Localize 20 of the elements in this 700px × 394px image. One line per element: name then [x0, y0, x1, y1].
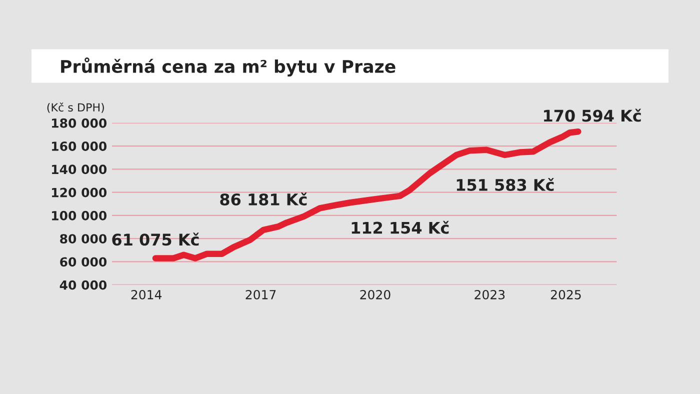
- y-tick-label: 60 000: [60, 257, 107, 267]
- x-tick-label: 2025: [550, 290, 581, 300]
- y-tick-label: 40 000: [60, 280, 107, 290]
- x-tick-label: 2014: [131, 290, 162, 300]
- annotation: 170 594 Kč: [544, 108, 641, 122]
- annotation: 112 154 Kč: [352, 220, 449, 234]
- annotation: 86 181 Kč: [220, 192, 307, 206]
- x-tick-label: 2020: [360, 290, 390, 300]
- chart-title: Průměrná cena za m² bytu v Praze: [61, 57, 396, 76]
- y-axis-title: (Kč s DPH): [47, 102, 104, 113]
- y-tick-label: 120 000: [52, 188, 107, 198]
- y-tick-label: 80 000: [60, 234, 107, 244]
- annotation: 61 075 Kč: [112, 232, 199, 246]
- y-tick-label: 180 000: [52, 118, 107, 128]
- x-tick-label: 2023: [474, 290, 505, 300]
- annotation: 151 583 Kč: [456, 178, 554, 191]
- y-tick-label: 100 000: [52, 210, 107, 220]
- y-tick-label: 160 000: [52, 142, 107, 151]
- y-tick-label: 140 000: [52, 164, 107, 174]
- x-tick-label: 2017: [246, 290, 276, 300]
